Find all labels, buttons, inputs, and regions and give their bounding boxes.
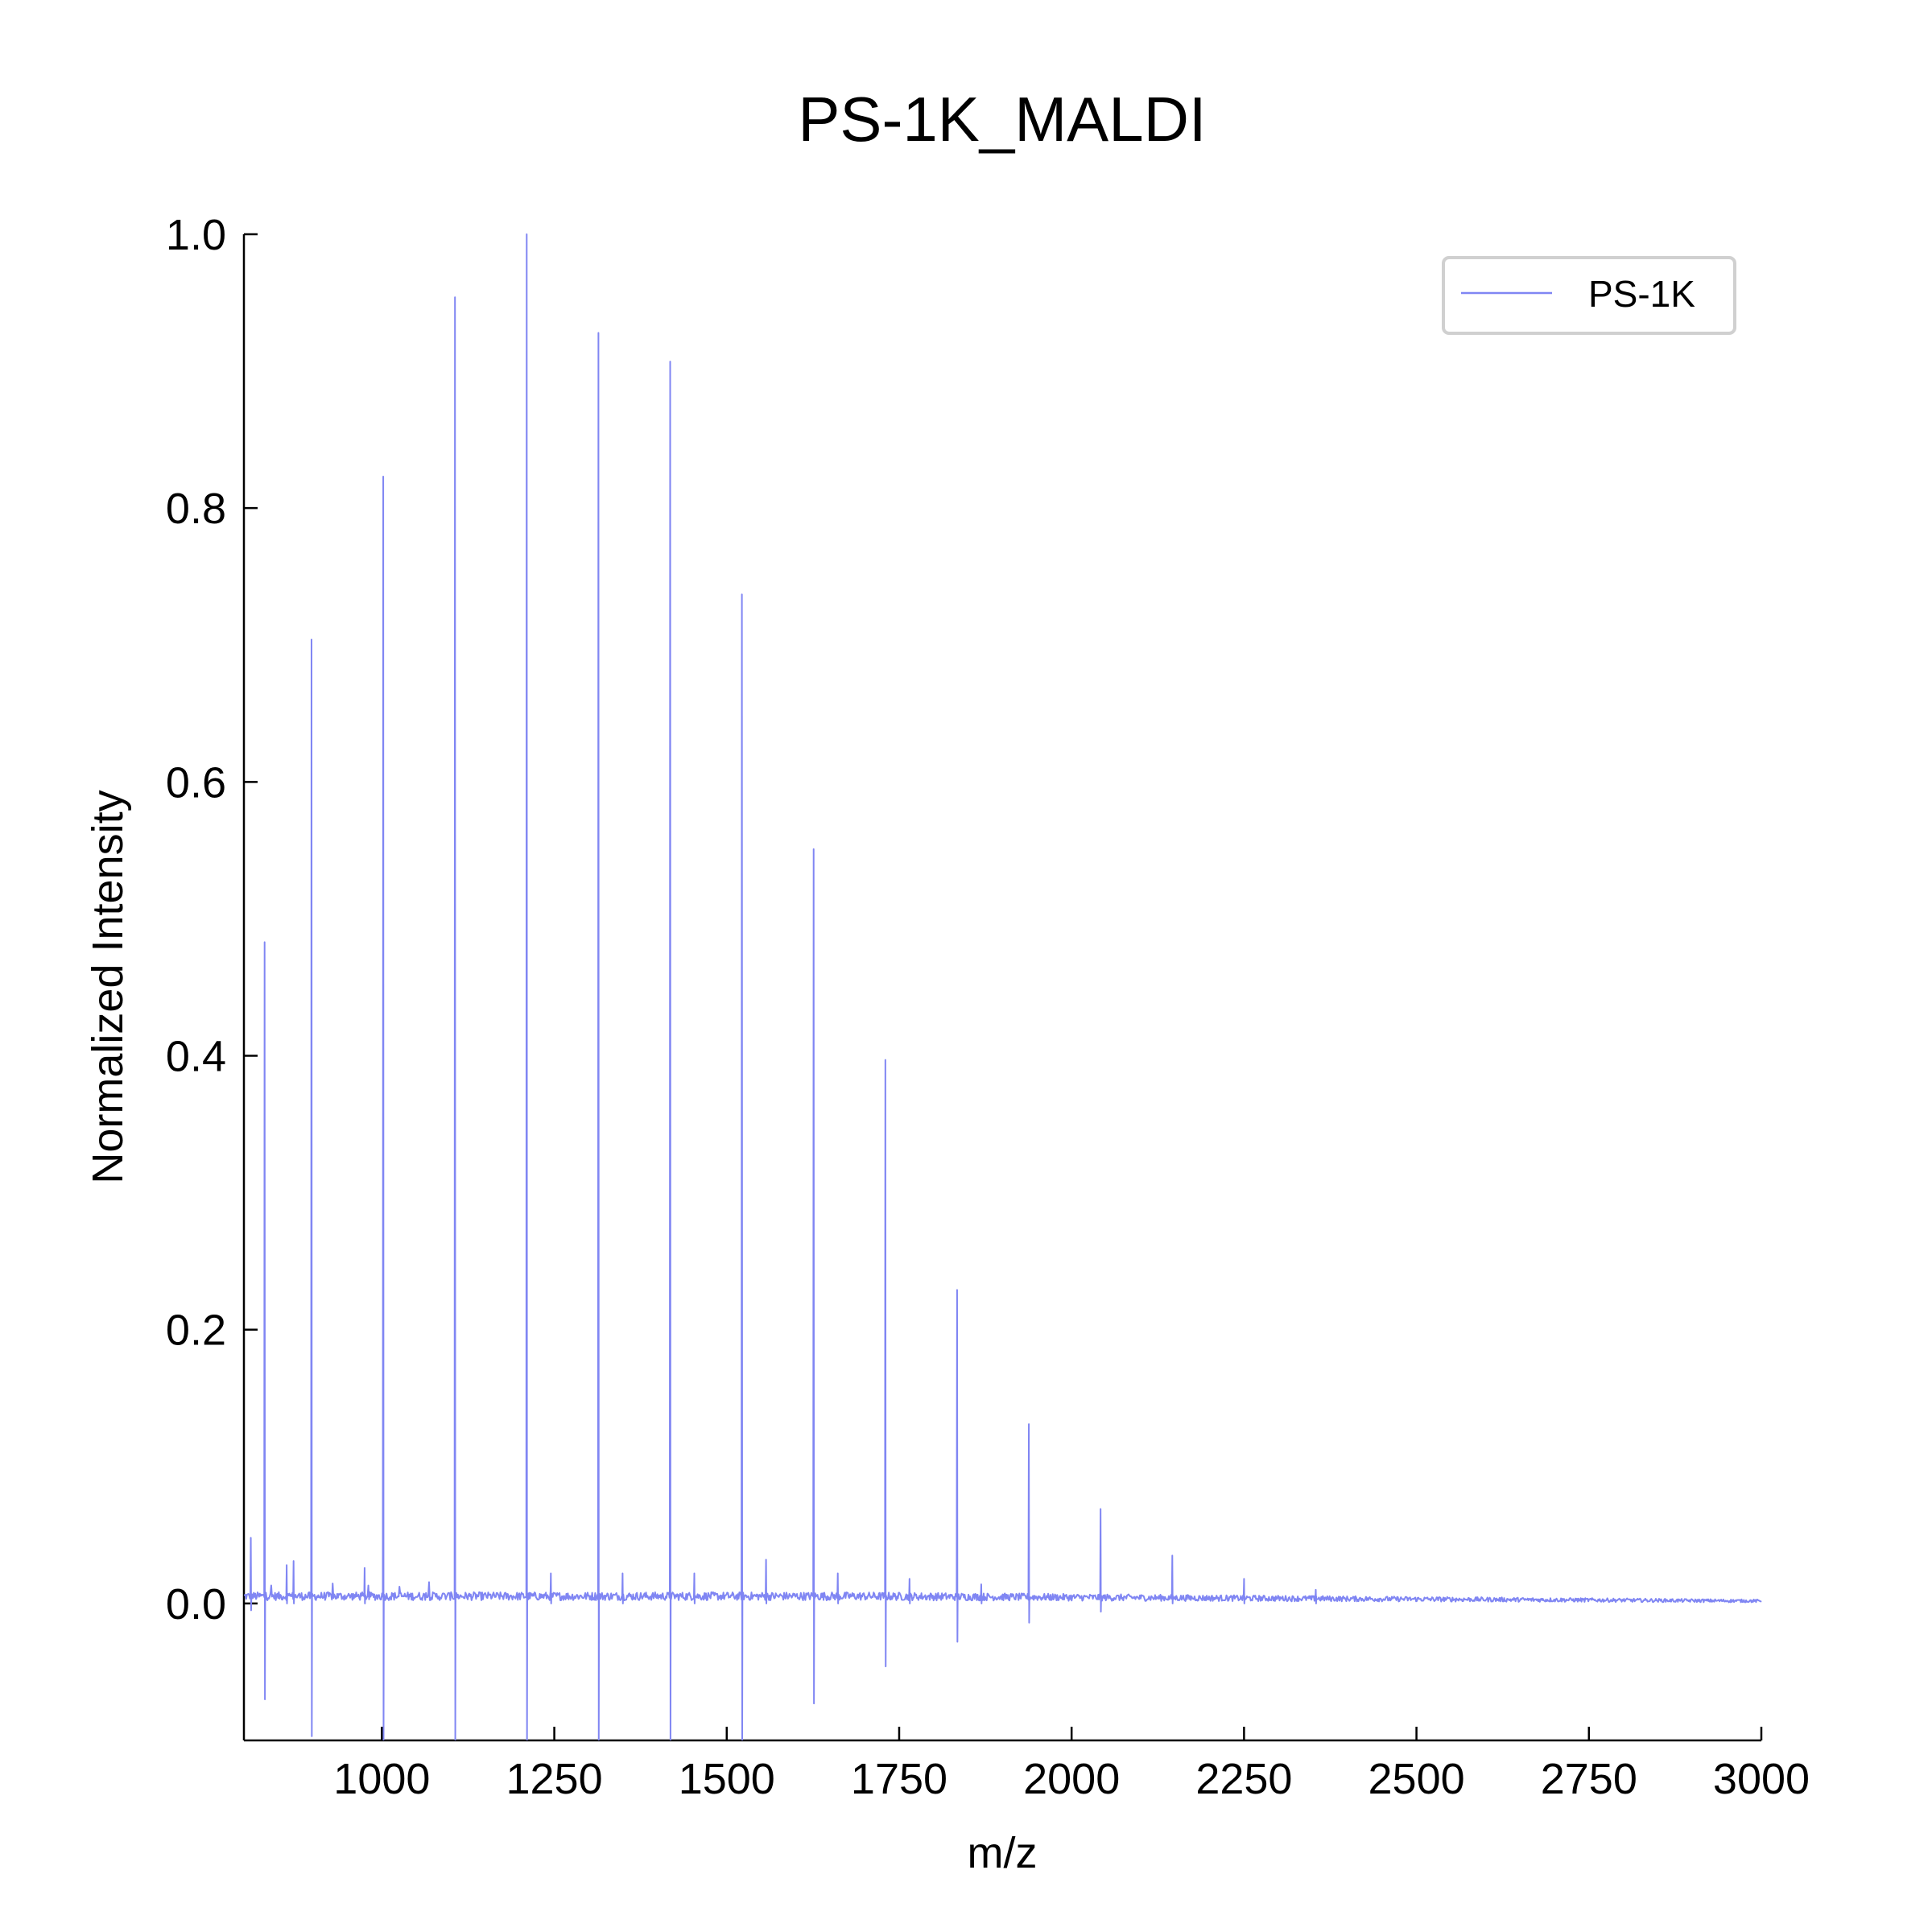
- x-tick-label: 2750: [1541, 1755, 1637, 1803]
- y-axis-label: Normalized Intensity: [84, 790, 132, 1183]
- y-tick-label: 1.0: [166, 211, 226, 259]
- chart-title: PS-1K_MALDI: [798, 84, 1206, 155]
- x-tick-label: 2000: [1023, 1755, 1120, 1803]
- y-tick-label: 0.6: [166, 758, 226, 807]
- x-tick-label: 2500: [1368, 1755, 1465, 1803]
- x-tick-label: 1750: [851, 1755, 947, 1803]
- x-axis-label: m/z: [968, 1829, 1038, 1877]
- series-line-ps-1k: [244, 233, 1762, 1740]
- y-tick-label: 0.2: [166, 1307, 226, 1355]
- x-tick-label: 3000: [1713, 1755, 1810, 1803]
- y-tick-label: 0.8: [166, 485, 226, 533]
- legend-box: [1442, 256, 1736, 335]
- plot-area: 1000 1250 1500 1750 2000 2250 2500 2750 3000 0.0 0…: [166, 211, 1810, 1803]
- x-tick-label: 2250: [1195, 1755, 1292, 1803]
- x-tick-label: 1000: [333, 1755, 430, 1803]
- y-tick-label: 0.0: [166, 1580, 226, 1629]
- x-tick-label: 1250: [506, 1755, 602, 1803]
- legend-entry-label: PS-1K: [1588, 273, 1695, 315]
- x-tick-label: 1500: [679, 1755, 775, 1803]
- legend: PS-1K: [1442, 256, 1736, 335]
- y-tick-label: 0.4: [166, 1033, 226, 1081]
